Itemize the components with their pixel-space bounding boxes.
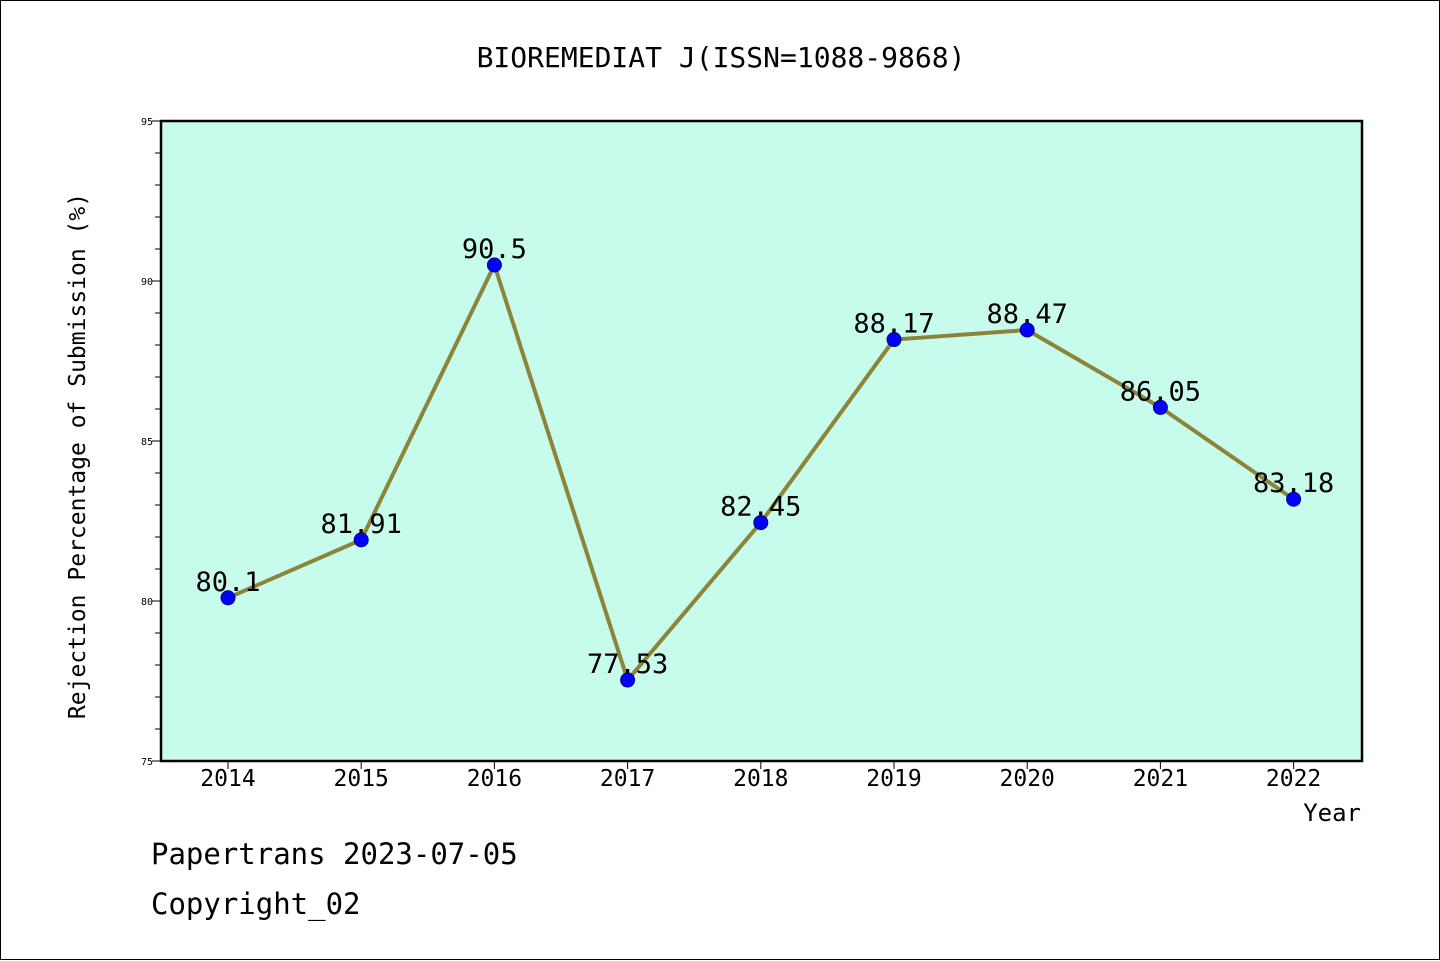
data-point (1286, 491, 1302, 507)
x-tick-label: 2016 (467, 766, 522, 792)
x-axis-label: Year (1303, 799, 1361, 827)
y-axis: 75 80 85 90 95 (141, 117, 161, 768)
footer-copyright: Copyright_02 (151, 887, 361, 921)
data-point (620, 672, 636, 688)
x-tick-label: 2017 (600, 766, 655, 792)
data-point (1152, 399, 1168, 415)
y-tick-label: 75 (141, 757, 153, 768)
data-point (220, 590, 236, 606)
data-point (486, 257, 502, 273)
x-tick-label: 2022 (1266, 766, 1321, 792)
data-point (886, 332, 902, 348)
series-group: 80.1 81.91 90.5 77.53 82.45 88.17 88.47 86.05 83… (195, 234, 1334, 688)
x-tick-label: 2020 (1000, 766, 1055, 792)
x-tick-label: 2019 (866, 766, 921, 792)
data-label: 88.47 (987, 299, 1068, 330)
x-axis: 2014 2015 2016 2017 2018 2019 2020 2021 2022 (200, 761, 1321, 792)
y-axis-label: Rejection Percentage of Submission (%) (65, 193, 91, 719)
x-tick-label: 2021 (1133, 766, 1188, 792)
data-point (1019, 322, 1035, 338)
x-tick-label: 2018 (733, 766, 788, 792)
data-label: 81.91 (321, 509, 402, 540)
data-label: 83.18 (1253, 468, 1334, 499)
x-tick-label: 2015 (334, 766, 389, 792)
data-label: 80.1 (195, 567, 260, 598)
data-label: 88.17 (853, 309, 934, 340)
y-tick-label: 95 (141, 117, 153, 128)
data-label: 82.45 (720, 492, 801, 523)
y-tick-label: 80 (141, 597, 153, 608)
y-tick-label: 85 (141, 437, 153, 448)
data-label: 77.53 (587, 649, 668, 680)
y-tick-label: 90 (141, 277, 153, 288)
data-point (753, 515, 769, 531)
data-point (353, 532, 369, 548)
chart-title: BIOREMEDIAT J(ISSN=1088-9868) (477, 41, 966, 74)
data-label: 86.05 (1120, 376, 1201, 407)
footer-credit: Papertrans 2023-07-05 (151, 837, 518, 871)
data-label: 90.5 (462, 234, 527, 265)
plot-area (159, 119, 1364, 763)
x-tick-label: 2014 (200, 766, 255, 792)
